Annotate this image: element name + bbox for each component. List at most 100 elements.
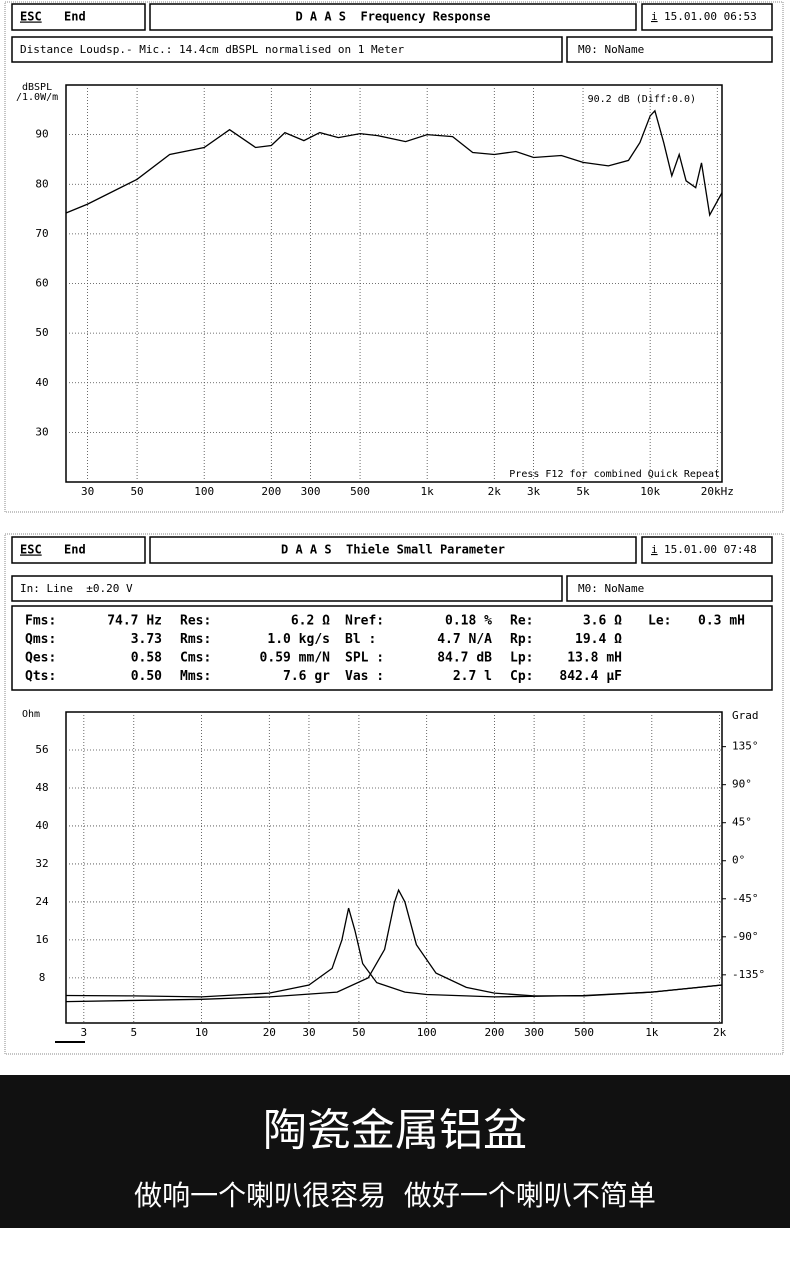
banner-title: 陶瓷金属铝盆 <box>263 1105 527 1156</box>
banner <box>0 1075 790 1228</box>
param-value: 0.3 mH <box>698 614 745 629</box>
param-value: 13.8 mH <box>567 651 622 666</box>
screen-title: D A A S Thiele Small Parameter <box>281 543 505 557</box>
y-tick-label: 70 <box>35 227 48 240</box>
timestamp: 15.01.00 07:48 <box>664 543 757 556</box>
param-label: Fms: <box>25 614 56 629</box>
x-tick-label: 300 <box>301 485 321 498</box>
annotation: 90.2 dB (Diff:0.0) <box>588 94 696 105</box>
x-tick-label: 20 <box>263 1026 276 1039</box>
x-tick-label: 5 <box>130 1026 137 1039</box>
y-tick-label: 32 <box>35 857 48 870</box>
x-tick-label: 200 <box>485 1026 505 1039</box>
plot-frame <box>65 84 723 483</box>
param-value: 0.50 <box>131 669 162 684</box>
param-value: 74.7 Hz <box>107 614 162 629</box>
param-label: Qms: <box>25 632 56 647</box>
param-label: Lp: <box>510 651 533 666</box>
header-box <box>149 536 637 564</box>
x-tick-label: 10 <box>195 1026 208 1039</box>
x-tick-label: 500 <box>574 1026 594 1039</box>
y-axis-label: Ohm <box>22 709 40 720</box>
x-tick-label: 100 <box>417 1026 437 1039</box>
y-tick-label: 60 <box>35 277 48 290</box>
annotation: Press F12 for combined Quick Repeat <box>509 469 720 480</box>
screen-frame <box>4 533 784 1055</box>
response-curve <box>65 109 723 217</box>
info-key: i <box>651 543 658 556</box>
x-tick-label: 1k <box>421 485 435 498</box>
banner-subtitle: 做响一个喇叭很容易 做好一个喇叭不简单 <box>134 1179 656 1212</box>
param-label: Cp: <box>510 669 533 684</box>
x-tick-label: 5k <box>576 485 590 498</box>
param-value: 7.6 gr <box>283 669 330 684</box>
x-tick-label: 500 <box>350 485 370 498</box>
x-tick-label: 50 <box>352 1026 365 1039</box>
escape-key[interactable]: ESC <box>20 543 42 557</box>
y2-tick-label: 90° <box>732 778 752 791</box>
param-value: 6.2 Ω <box>291 614 330 629</box>
param-label: Rms: <box>180 632 211 647</box>
memory: M0: NoName <box>578 43 644 56</box>
param-label: Qes: <box>25 651 56 666</box>
x-tick-label: 3k <box>527 485 541 498</box>
screen-title: D A A S Frequency Response <box>295 10 490 24</box>
y2-tick-label: -45° <box>732 892 759 905</box>
x-tick-label: 2k <box>713 1026 727 1039</box>
param-value: 4.7 N/A <box>437 632 492 647</box>
memory: M0: NoName <box>578 582 644 595</box>
x-tick-label: 50 <box>130 485 143 498</box>
status-box <box>566 36 773 63</box>
x-tick-label: 3 <box>81 1026 88 1039</box>
x-tick-label: 30 <box>81 485 94 498</box>
param-label: Rp: <box>510 632 533 647</box>
param-value: 0.58 <box>131 651 162 666</box>
info-key: i <box>651 10 658 23</box>
timestamp: 15.01.00 06:53 <box>664 10 757 23</box>
y-axis-label: /1.0W/m <box>16 92 58 103</box>
status: In: Line ±0.20 V <box>20 582 133 595</box>
screen-frame <box>4 1 784 513</box>
header-box <box>149 3 637 31</box>
y-tick-label: 8 <box>39 971 46 984</box>
y-tick-label: 30 <box>35 425 48 438</box>
y-tick-label: 90 <box>35 128 48 141</box>
param-label: Cms: <box>180 651 211 666</box>
param-value: 3.73 <box>131 632 162 647</box>
header-box <box>11 536 146 564</box>
status: Distance Loudsp.- Mic.: 14.4cm dBSPL nor… <box>20 43 404 56</box>
y2-axis-label: Grad <box>732 709 759 722</box>
y2-tick-label: 45° <box>732 816 752 829</box>
y-tick-label: 50 <box>35 326 48 339</box>
x-tick-label: 100 <box>194 485 214 498</box>
x-tick-label: 1k <box>645 1026 659 1039</box>
y-tick-label: 56 <box>35 743 48 756</box>
plot-frame <box>65 711 723 1024</box>
param-label: Qts: <box>25 669 56 684</box>
escape-label: End <box>64 543 86 557</box>
x-tick-label: 10k <box>640 485 660 498</box>
param-label: SPL : <box>345 651 384 666</box>
y2-tick-label: -90° <box>732 930 759 943</box>
x-tick-label: 2k <box>488 485 502 498</box>
y-tick-label: 80 <box>35 177 48 190</box>
escape-key[interactable]: ESC <box>20 10 42 24</box>
y-tick-label: 24 <box>35 895 49 908</box>
y-tick-label: 40 <box>35 376 48 389</box>
param-value: 842.4 µF <box>559 669 622 684</box>
param-label: Vas : <box>345 669 384 684</box>
header-box <box>11 3 146 31</box>
param-value: 19.4 Ω <box>575 632 622 647</box>
y-tick-label: 40 <box>35 819 48 832</box>
param-label: Bl : <box>345 632 376 647</box>
param-value: 84.7 dB <box>437 651 492 666</box>
param-value: 0.59 mm/N <box>260 651 331 666</box>
status-box <box>11 36 563 63</box>
param-value: 1.0 kg/s <box>267 632 330 647</box>
status-box <box>11 575 563 602</box>
x-tick-label: 30 <box>302 1026 315 1039</box>
param-label: Res: <box>180 614 211 629</box>
x-tick-label: 20kHz <box>701 485 734 498</box>
escape-label: End <box>64 10 86 24</box>
y2-tick-label: -135° <box>732 968 765 981</box>
